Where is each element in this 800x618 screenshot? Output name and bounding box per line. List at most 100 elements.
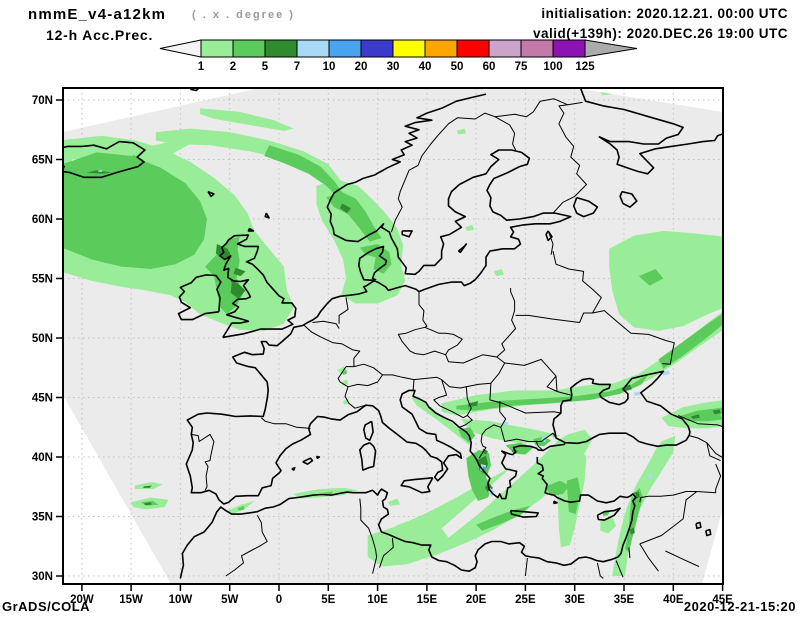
precip-region — [661, 370, 671, 376]
precip-region — [502, 421, 509, 427]
precip-region — [602, 511, 610, 516]
precip-region — [86, 170, 112, 174]
precip-region — [237, 505, 245, 511]
map-body: 70N 65N 60N 55N 50N 45N 40N 35N 30N 20W 15W 10W 5W 0 5… — [32, 87, 733, 606]
lon-tick-label: 10E — [367, 594, 388, 606]
plot-title-note: ( . x . degree ) — [192, 9, 295, 21]
country-borders — [191, 98, 723, 579]
precip-region — [720, 413, 723, 418]
legend-segment — [328, 39, 362, 58]
lat-tick-label: 70N — [32, 95, 53, 107]
precip-region — [712, 409, 721, 415]
lat-tick-label: 45N — [32, 393, 53, 405]
precip-shading — [63, 88, 723, 576]
precip-region — [63, 154, 143, 171]
precip-region — [456, 373, 649, 411]
precip-region — [63, 152, 207, 269]
lat-tick-label: 40N — [32, 452, 53, 464]
precip-region — [411, 397, 472, 446]
legend-left-arrow — [159, 39, 202, 58]
legend-tick-label: 10 — [323, 61, 336, 73]
precip-region — [200, 108, 294, 131]
precip-region — [395, 521, 414, 532]
lon-tick-label: 45E — [712, 594, 733, 606]
lat-tick-label: 60N — [32, 214, 53, 226]
precip-region — [98, 170, 103, 172]
lat-tick-label: 30N — [32, 571, 53, 583]
precip-region — [658, 311, 723, 369]
precip-region — [458, 427, 476, 443]
precip-region — [143, 485, 152, 488]
legend-segment — [264, 39, 298, 58]
legend-segment — [232, 39, 266, 58]
lon-tick-label: 40E — [663, 594, 684, 606]
precip-region — [545, 480, 570, 497]
legend-tick-label: 125 — [575, 61, 595, 73]
legend-segment — [360, 39, 394, 58]
lon-tick-label: 35E — [614, 594, 635, 606]
legend-tick-label: 50 — [451, 61, 464, 73]
legend-segment — [552, 39, 586, 58]
lon-tick-label: 5E — [321, 594, 335, 606]
precip-region — [482, 448, 488, 455]
legend-segment — [488, 39, 522, 58]
legend-tick-label: 30 — [387, 61, 400, 73]
lat-tick-label: 65N — [32, 155, 53, 167]
grads-credit: GrADS/COLA — [2, 599, 91, 614]
lon-tick-label: 25E — [515, 594, 536, 606]
precip-region — [465, 224, 475, 231]
lat-axis: 70N 65N 60N 55N 50N 45N 40N 35N 30N — [32, 95, 63, 583]
legend-tick-label: 20 — [355, 61, 368, 73]
lon-tick-label: 5W — [221, 594, 238, 606]
lon-axis: 20W 15W 10W 5W 0 5E 10E 15E 20E 25E 30E 35E 40E 45E — [70, 584, 733, 606]
lat-tick-label: 50N — [32, 333, 53, 345]
legend-tick-label: 7 — [294, 61, 300, 73]
precip-region — [476, 505, 531, 531]
map-frame — [62, 87, 724, 585]
legend-segment — [200, 39, 234, 58]
lon-tick-label: 15E — [417, 594, 438, 606]
precip-region — [456, 128, 467, 135]
precip-region — [326, 191, 382, 242]
precip-region — [135, 482, 163, 490]
legend-right-arrow — [584, 39, 638, 58]
lon-tick-label: 10W — [169, 594, 193, 606]
lon-tick-label: 30E — [564, 594, 585, 606]
precip-region — [493, 269, 504, 277]
creation-timestamp: 2020-12-21-15:20 — [683, 599, 796, 614]
legend-tick-label: 100 — [543, 61, 562, 73]
legend-tick-label: 40 — [419, 61, 432, 73]
precip-region — [340, 203, 351, 214]
precip-region — [566, 477, 581, 515]
legend-segment — [424, 39, 458, 58]
precip-region — [609, 230, 723, 331]
lat-tick-label: 55N — [32, 274, 53, 286]
precip-region — [633, 391, 641, 396]
precip-region — [342, 370, 347, 375]
legend-segment — [520, 39, 554, 58]
precip-region — [441, 434, 557, 538]
precip-region — [387, 498, 401, 506]
coastlines — [63, 88, 723, 579]
precip-region — [691, 414, 700, 419]
color-legend: 1 2 5 7 10 20 30 40 50 60 75 100 125 — [159, 39, 638, 73]
precip-region — [461, 418, 560, 443]
legend-tick-label: 75 — [515, 61, 528, 73]
legend-segment — [456, 39, 490, 58]
precip-region — [229, 278, 246, 299]
lat-tick-label: 35N — [32, 512, 53, 524]
lon-tick-label: 15W — [119, 594, 143, 606]
initialisation-line: initialisation: 2020.12.21. 00:00 UTC — [541, 6, 788, 21]
lon-tick-label: 20W — [70, 594, 94, 606]
lon-tick-label: 20E — [466, 594, 487, 606]
legend-tick-label: 60 — [483, 61, 496, 73]
legend-segment — [392, 39, 426, 58]
time-stamps: initialisation: 2020.12.21. 00:00 UTC va… — [533, 4, 788, 44]
precip-region — [629, 527, 635, 535]
plot-subtitle: 12-h Acc.Prec. — [46, 27, 154, 43]
precip-region — [233, 267, 246, 277]
valid-line: valid(+139h): 2020.DEC.26 19:00 UTC — [533, 26, 788, 41]
precip-region — [264, 145, 345, 198]
